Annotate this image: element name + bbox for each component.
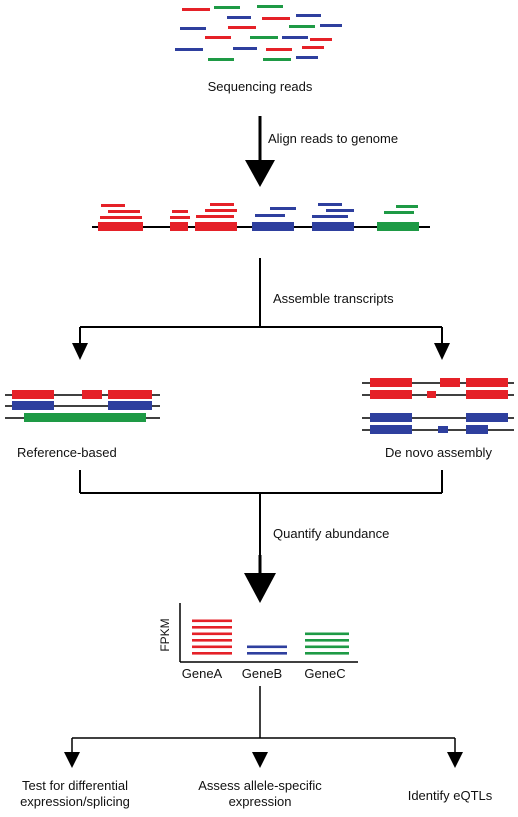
label-output-differential-line1: Test for differential (22, 778, 128, 793)
bar-stripe (192, 619, 232, 623)
chart-y-label: FPKM (158, 618, 172, 652)
exon (195, 222, 237, 231)
denovo-transcripts (362, 378, 514, 434)
arrow-align (245, 116, 275, 187)
read (262, 17, 290, 20)
aligned-read (205, 209, 237, 212)
bar-stripe (192, 626, 232, 629)
bar-stripe (192, 652, 232, 655)
aligned-read (100, 216, 142, 219)
read (296, 14, 321, 17)
label-output-allele-line2: expression (228, 794, 292, 809)
tick-label-genec: GeneC (304, 666, 346, 681)
read (227, 16, 251, 19)
read (302, 46, 324, 49)
read (282, 36, 308, 39)
arrow-allele (252, 752, 268, 768)
aligned-read (172, 210, 188, 213)
arrow-differential (64, 752, 80, 768)
read (263, 58, 291, 61)
read (214, 6, 240, 9)
bar-genec (305, 632, 349, 655)
read (228, 26, 256, 29)
exon (377, 222, 419, 231)
bar-geneb (247, 645, 287, 655)
label-sequencing-reads: Sequencing reads (207, 79, 313, 94)
bar-stripe (247, 652, 287, 655)
aligned-read (255, 214, 285, 217)
read (205, 36, 231, 39)
bar-genea (192, 619, 232, 655)
read (208, 58, 234, 61)
exon (170, 222, 188, 231)
arrow-denovo (434, 343, 450, 360)
bar-stripe (192, 645, 232, 649)
fpkm-chart (179, 603, 358, 663)
read (250, 36, 278, 39)
arrow-quantify (244, 555, 276, 603)
read (310, 38, 332, 41)
arrow-reference (72, 343, 88, 360)
aligned-read (210, 203, 234, 206)
bar-stripe (192, 632, 232, 636)
aligned-read (108, 210, 140, 213)
arrow-eqtl (447, 752, 463, 768)
label-align-step: Align reads to genome (268, 131, 399, 146)
exon (252, 222, 294, 231)
bar-stripe (305, 645, 349, 649)
aligned-read (196, 215, 234, 218)
read (257, 5, 283, 8)
merge-quantify (79, 470, 443, 563)
exon (98, 222, 143, 231)
label-quantify-step: Quantify abundance (273, 526, 390, 541)
bar-stripe (305, 639, 349, 642)
label-output-allele-line1: Assess allele-specific (198, 778, 322, 793)
tick-label-geneb: GeneB (241, 666, 283, 681)
sequencing-reads-cluster (175, 5, 342, 61)
genome-alignment (92, 203, 430, 231)
aligned-read (396, 205, 418, 208)
exon (312, 222, 354, 231)
aligned-read (312, 215, 348, 218)
branch-assemble (79, 258, 443, 345)
label-output-differential-line2: expression/splicing (20, 794, 130, 809)
label-assemble-step: Assemble transcripts (273, 291, 394, 306)
bar-stripe (192, 639, 232, 642)
reference-based-transcripts (5, 390, 160, 422)
branch-outputs (71, 686, 456, 754)
label-de-novo: De novo assembly (385, 445, 492, 460)
read (182, 8, 210, 11)
read (320, 24, 342, 27)
label-reference-based: Reference-based (17, 445, 117, 460)
aligned-read (384, 211, 414, 214)
bar-stripe (305, 652, 349, 655)
aligned-read (101, 204, 125, 207)
bar-stripe (247, 645, 287, 649)
aligned-read (170, 216, 190, 219)
tick-label-genea: GeneA (181, 666, 223, 681)
label-output-differential: Test for differential expression/splicin… (0, 778, 150, 810)
label-output-eqtl: Identify eQTLs (407, 788, 493, 803)
bar-stripe (305, 632, 349, 636)
read (233, 47, 257, 50)
label-output-allele: Assess allele-specific expression (185, 778, 335, 810)
aligned-read (326, 209, 354, 212)
read (266, 48, 292, 51)
read (289, 25, 315, 28)
read (296, 56, 318, 59)
aligned-read (270, 207, 296, 210)
aligned-read (318, 203, 342, 206)
read (180, 27, 206, 30)
read (175, 48, 203, 51)
